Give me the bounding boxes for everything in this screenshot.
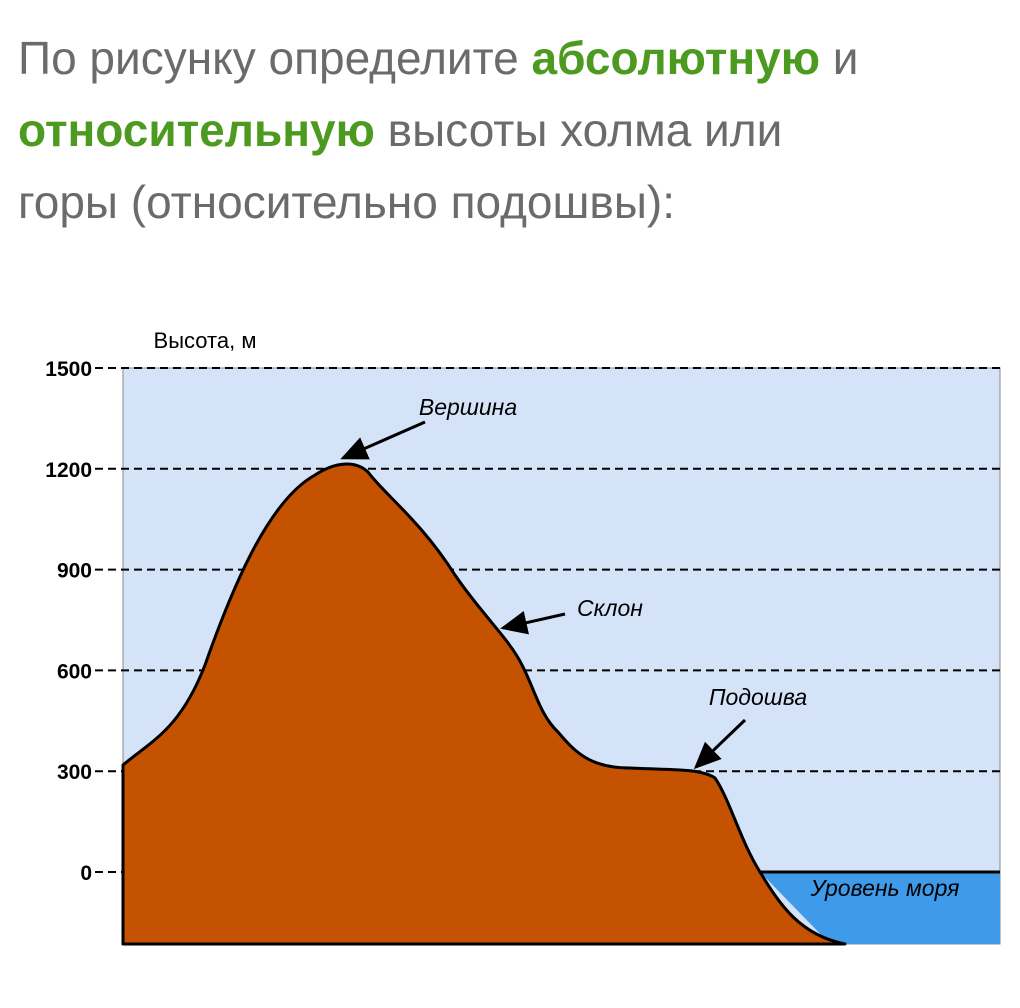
axis-label: Высота, м bbox=[154, 328, 257, 353]
arrow bbox=[340, 420, 426, 460]
y-tick-label: 0 bbox=[80, 862, 92, 885]
title-highlight: абсолютную bbox=[531, 32, 820, 84]
y-tick-label: 600 bbox=[57, 660, 92, 683]
mountain bbox=[121, 462, 847, 946]
foot-label: Подошва bbox=[709, 684, 807, 710]
arrow bbox=[500, 611, 566, 635]
title-highlight: относительную bbox=[18, 104, 375, 156]
sea bbox=[760, 872, 1000, 944]
title-text: высоты холма или bbox=[374, 104, 783, 156]
title-text: По рисунку определите bbox=[18, 32, 532, 84]
y-tick-label: 900 bbox=[57, 560, 92, 583]
slope-label: Склон bbox=[577, 595, 643, 621]
y-tick-label: 1500 bbox=[45, 358, 92, 381]
y-tick-label: 1200 bbox=[45, 459, 92, 482]
arrow bbox=[693, 718, 747, 770]
title-text: и bbox=[820, 32, 859, 84]
title: По рисунку определите абсолютную и относи… bbox=[18, 22, 858, 238]
title-text: горы (относительно подошвы): bbox=[18, 176, 676, 228]
y-tick-label: 300 bbox=[57, 761, 92, 784]
sea-label: Уровень моря bbox=[810, 875, 960, 901]
peak-label: Вершина bbox=[419, 394, 517, 420]
